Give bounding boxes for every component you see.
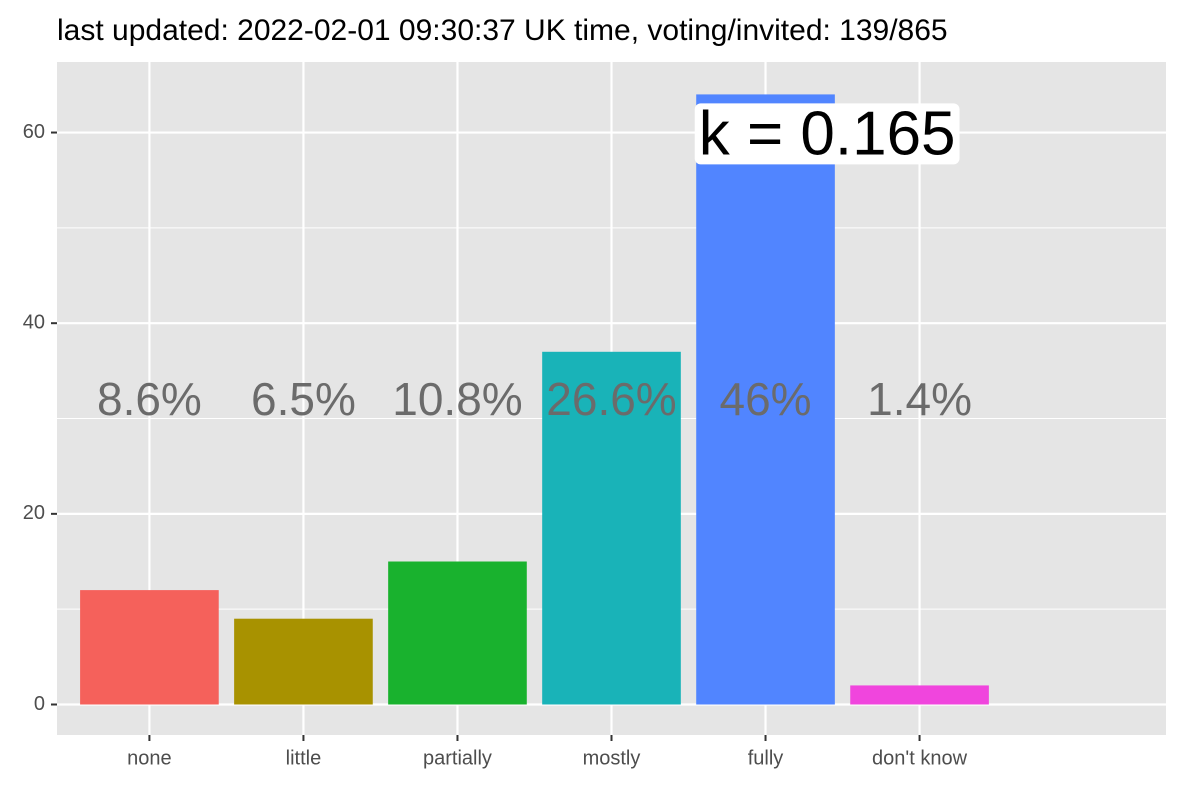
- y-tick-label: 40: [23, 311, 45, 333]
- percent-label: 1.4%: [867, 373, 972, 425]
- y-tick-label: 20: [23, 502, 45, 524]
- bar: [542, 351, 681, 705]
- annotation: k = 0.165: [699, 99, 956, 168]
- percent-label: 8.6%: [97, 373, 202, 425]
- x-tick-label: partially: [423, 747, 492, 769]
- x-tick-label: little: [286, 747, 322, 769]
- percent-label: 10.8%: [392, 373, 522, 425]
- percent-label: 26.6%: [546, 373, 676, 425]
- bar: [234, 618, 373, 705]
- bar: [80, 590, 219, 705]
- x-tick-label: don't know: [872, 747, 968, 769]
- percent-label: 46%: [719, 373, 811, 425]
- bar: [696, 94, 835, 705]
- y-tick-label: 60: [23, 121, 45, 143]
- x-tick-label: none: [127, 747, 172, 769]
- x-tick-label: mostly: [583, 747, 641, 769]
- bar: [850, 685, 989, 705]
- x-tick-label: fully: [748, 747, 784, 769]
- y-tick-label: 0: [34, 693, 45, 715]
- bar: [388, 561, 527, 705]
- annotation-box: [694, 103, 960, 165]
- percent-label: 6.5%: [251, 373, 356, 425]
- chart-title: last updated: 2022-02-01 09:30:37 UK tim…: [57, 14, 948, 47]
